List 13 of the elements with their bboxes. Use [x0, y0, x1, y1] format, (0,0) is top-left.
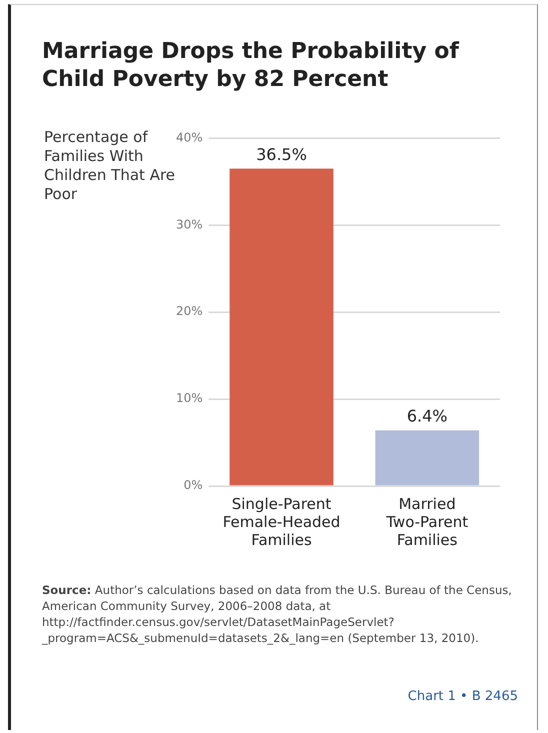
data-label: 36.5%	[256, 144, 307, 164]
data-label: 6.4%	[406, 406, 448, 426]
x-tick-label: Single-Parent Female-Headed Families	[222, 494, 340, 549]
y-tick-label: 30%	[176, 217, 203, 232]
y-tick-label: 20%	[176, 304, 203, 318]
source-note: Source: Author’s calculations based on data from the U.S. Bureau of the Census, American Community Survey, 2006–2008 data, at http://factfinder.census.gov/servlet/DatasetMainPageServlet?_program=ACS&_submenuId=datasets_2&_lang=en (September 13, 2010).	[42, 582, 513, 646]
y-tick-label: 40%	[176, 130, 203, 144]
x-tick-label: Married Two-Parent Families	[385, 494, 468, 549]
y-tick-label: 10%	[176, 391, 203, 406]
caption: Chart 1 • B 2465	[408, 689, 518, 704]
y-tick-label: 0%	[184, 478, 203, 492]
chart-title: Marriage Drops the Probability of Child Poverty by 82 Percent	[42, 38, 460, 94]
y-axis-title: Percentage of Families With Children That Are Poor	[44, 128, 176, 203]
